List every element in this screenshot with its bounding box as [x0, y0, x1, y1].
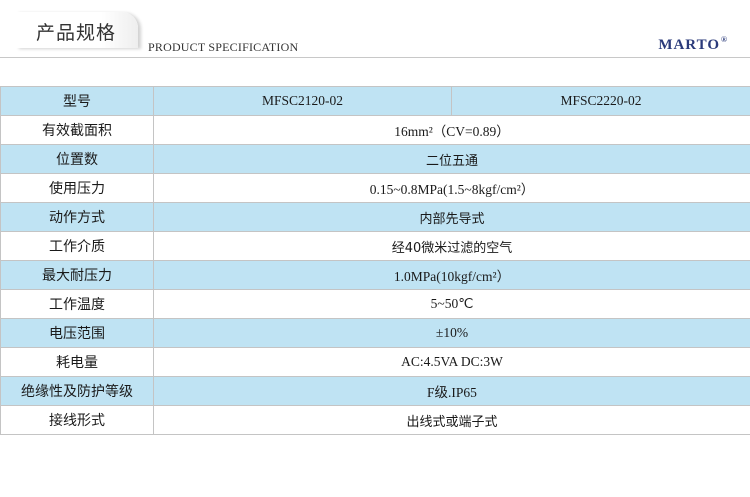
table-row: 最大耐压力 1.0MPa(10kgf/cm²）: [0, 260, 750, 290]
table-row-model: 型号 MFSC2120-02 MFSC2220-02: [0, 86, 750, 116]
table-row: 电压范围 ±10%: [0, 318, 750, 348]
row-value: 16mm²（CV=0.89）: [153, 115, 750, 145]
table-row: 工作温度 5~50℃: [0, 289, 750, 319]
row-label: 工作介质: [0, 231, 154, 261]
table-row: 绝缘性及防护等级 F级.IP65: [0, 376, 750, 406]
row-label: 绝缘性及防护等级: [0, 376, 154, 406]
row-label: 位置数: [0, 144, 154, 174]
row-label: 型号: [0, 86, 154, 116]
row-value: ±10%: [153, 318, 750, 348]
row-label: 最大耐压力: [0, 260, 154, 290]
row-label: 接线形式: [0, 405, 154, 435]
row-label: 使用压力: [0, 173, 154, 203]
row-value: 0.15~0.8MPa(1.5~8kgf/cm²）: [153, 173, 750, 203]
row-label: 动作方式: [0, 202, 154, 232]
row-label: 有效截面积: [0, 115, 154, 145]
row-value: 内部先导式: [153, 202, 750, 232]
row-value: 二位五通: [153, 144, 750, 174]
model-cell: MFSC2220-02: [451, 86, 750, 116]
table-row: 位置数 二位五通: [0, 144, 750, 174]
page-header: 产品规格 PRODUCT SPECIFICATION MARTO®: [0, 0, 750, 62]
row-label: 电压范围: [0, 318, 154, 348]
table-row: 接线形式 出线式或端子式: [0, 405, 750, 435]
row-label: 工作温度: [0, 289, 154, 319]
row-value: F级.IP65: [153, 376, 750, 406]
row-label: 耗电量: [0, 347, 154, 377]
row-value: 5~50℃: [153, 289, 750, 319]
page-title: 产品规格: [36, 22, 117, 44]
brand-logo: MARTO®: [658, 35, 728, 54]
table-row: 使用压力 0.15~0.8MPa(1.5~8kgf/cm²）: [0, 173, 750, 203]
table-row: 有效截面积 16mm²（CV=0.89）: [0, 115, 750, 145]
table-row: 耗电量 AC:4.5VA DC:3W: [0, 347, 750, 377]
table-row: 动作方式 内部先导式: [0, 202, 750, 232]
brand-name: MARTO: [658, 37, 721, 53]
row-value: 出线式或端子式: [153, 405, 750, 435]
page-subtitle: PRODUCT SPECIFICATION: [148, 40, 299, 54]
row-value: AC:4.5VA DC:3W: [153, 347, 750, 377]
row-value: 经40微米过滤的空气: [153, 231, 750, 261]
model-cell: MFSC2120-02: [153, 86, 452, 116]
title-tab: [16, 12, 138, 48]
registered-mark: ®: [721, 35, 728, 44]
table-row: 工作介质 经40微米过滤的空气: [0, 231, 750, 261]
spec-table: 型号 MFSC2120-02 MFSC2220-02 有效截面积 16mm²（C…: [0, 86, 750, 435]
row-value: 1.0MPa(10kgf/cm²）: [153, 260, 750, 290]
header-divider: [0, 57, 750, 58]
